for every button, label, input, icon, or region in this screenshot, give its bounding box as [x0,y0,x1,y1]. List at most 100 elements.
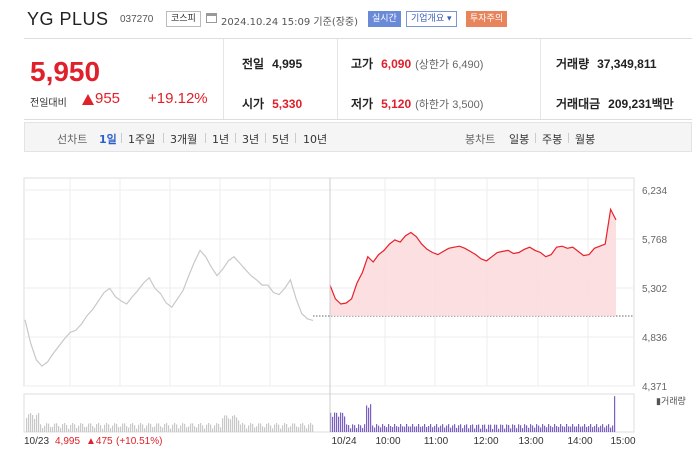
volume-bar [90,423,92,432]
volume-bar [552,427,554,432]
volume-bar [560,424,562,432]
volume-bar [424,424,426,432]
volume-bar [368,407,370,432]
volume-bar [330,412,332,432]
volume-bar [80,423,82,432]
calendar-icon [206,13,217,23]
prev-day-date: 10/23 [24,436,49,447]
realtime-button[interactable]: 실시간 [368,11,401,27]
volume-bar [64,423,66,432]
period-10y[interactable]: 10년 [303,133,328,146]
volume-bar [466,424,468,432]
volume-bar [598,427,600,432]
volume-bar [480,428,482,432]
volume-bar [170,428,172,432]
x-tick-label: 10/24 [331,436,356,447]
price-chart[interactable]: 6,234 5,768 5,302 4,836 4,371 ▮거래량 10/24 10:00 1… [0,170,700,473]
volume-bar [126,426,128,432]
volume-bar [464,425,466,432]
volume-bar [496,424,498,432]
volume-bar [498,428,500,432]
volume-bar [608,424,610,432]
volume-bar [528,427,530,432]
volume-bar [312,424,314,432]
lower-limit: (하한가 3,500) [415,99,484,111]
period-1d[interactable]: 1일 [99,133,117,146]
volume-bar [100,425,102,432]
volume-bar [46,423,48,432]
volume-bar [50,426,52,432]
prev-day-pct: (+10.51%) [116,436,162,447]
volume-bar [516,428,518,432]
volume-bar [146,425,148,432]
volume-bar [504,428,506,432]
volume-bar [450,427,452,432]
candle-weekly[interactable]: 주봉 [542,133,563,146]
period-5y[interactable]: 5년 [272,133,290,146]
volume-bar [420,426,422,432]
volume-bar [112,425,114,432]
upper-limit: (상한가 6,490) [415,59,484,71]
volume-bar [456,427,458,432]
volume-bar [82,423,84,432]
company-overview-dropdown[interactable]: 기업개요 ▾ [406,11,457,27]
volume-bar [230,419,232,432]
volume-bar [200,423,202,432]
volume-bar [594,425,596,432]
volume-bar [40,424,42,432]
volume-bar [436,424,438,432]
y-tick-label: 6,234 [642,186,667,197]
volume-bar [344,416,346,432]
divider [235,133,236,143]
volume-bar [406,424,408,432]
volume-bar [174,423,176,432]
volume-bar [102,428,104,432]
volume-bar [592,427,594,432]
today-area [330,209,616,316]
volume-bar [178,428,180,432]
volume-bar [228,418,230,432]
divider [540,39,541,119]
x-tick-label: 11:00 [424,436,449,447]
volume-bar [162,427,164,432]
volume-bar [120,426,122,432]
prev-close-label: 전일 [242,57,265,71]
volume-bar [370,404,372,432]
volume-bar [372,425,374,432]
volume-bar [156,423,158,432]
volume-bar [54,423,56,432]
candle-chart-label: 봉차트 [465,133,496,146]
volume-bar [428,425,430,432]
open-cell: 시가 5,330 [242,95,302,112]
volume-bar [48,423,50,432]
period-3m[interactable]: 3개월 [170,133,198,146]
candle-daily[interactable]: 일봉 [509,133,530,146]
investment-warning-badge[interactable]: 투자주의 [466,11,508,27]
period-1y[interactable]: 1년 [212,133,230,146]
period-3y[interactable]: 3년 [242,133,260,146]
period-1w[interactable]: 1주일 [128,133,156,146]
volume-bar [246,428,248,432]
volume-bar [590,424,592,432]
y-tick-label: 5,768 [642,235,667,246]
amount-value: 209,231 [608,97,652,111]
amount-cell: 거래대금 209,231백만 [556,95,674,112]
amount-label: 거래대금 [556,97,601,111]
volume-bar [274,424,276,432]
low-label: 저가 [351,97,374,111]
y-tick-label: 4,371 [642,382,667,393]
volume-bar [518,424,520,432]
volume-bar [540,427,542,432]
high-value: 6,090 [381,57,412,71]
volume-bar [384,425,386,432]
volume-bar [378,425,380,432]
x-tick-label: 15:00 [610,436,635,447]
price-box: 5,950 전일대비 955 +19.12% [24,39,224,119]
volume-bar [526,425,528,432]
change-percent: +19.12% [148,90,208,107]
volume-bar [196,427,198,432]
volume-bar [334,412,336,432]
volume-bar [310,423,312,432]
volume-bar [164,423,166,432]
candle-monthly[interactable]: 월봉 [575,133,596,146]
